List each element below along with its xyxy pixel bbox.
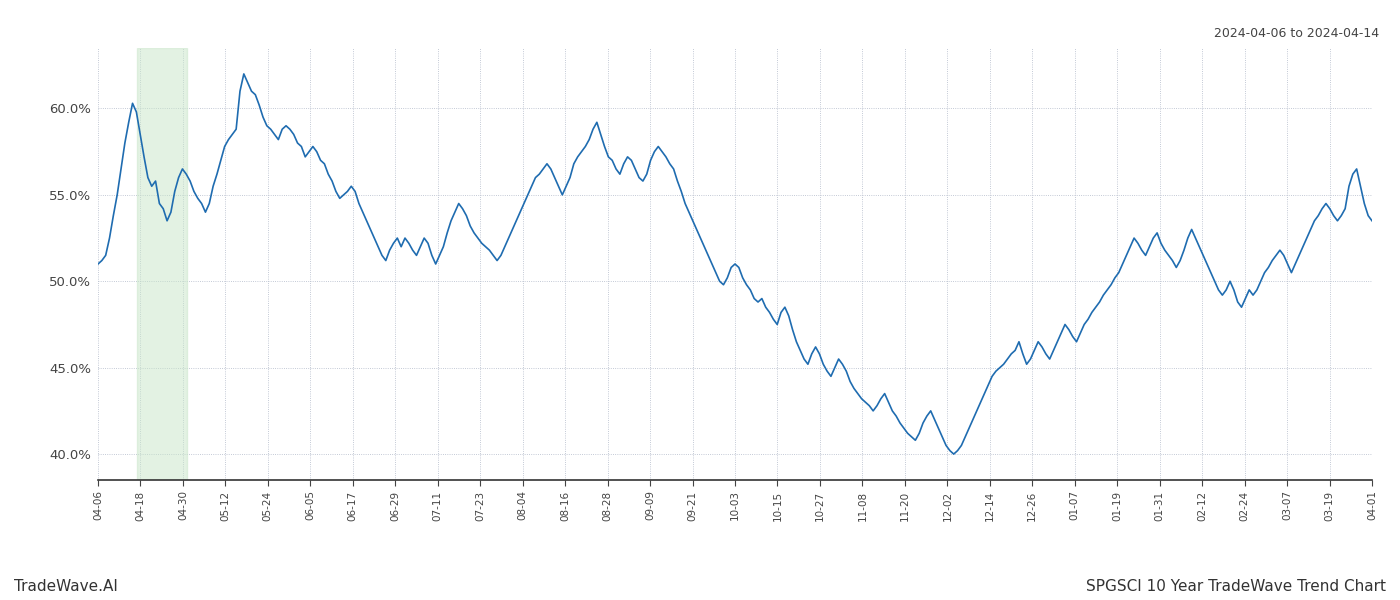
- Text: SPGSCI 10 Year TradeWave Trend Chart: SPGSCI 10 Year TradeWave Trend Chart: [1086, 579, 1386, 594]
- Text: TradeWave.AI: TradeWave.AI: [14, 579, 118, 594]
- Bar: [137, 48, 186, 480]
- Text: 2024-04-06 to 2024-04-14: 2024-04-06 to 2024-04-14: [1214, 27, 1379, 40]
